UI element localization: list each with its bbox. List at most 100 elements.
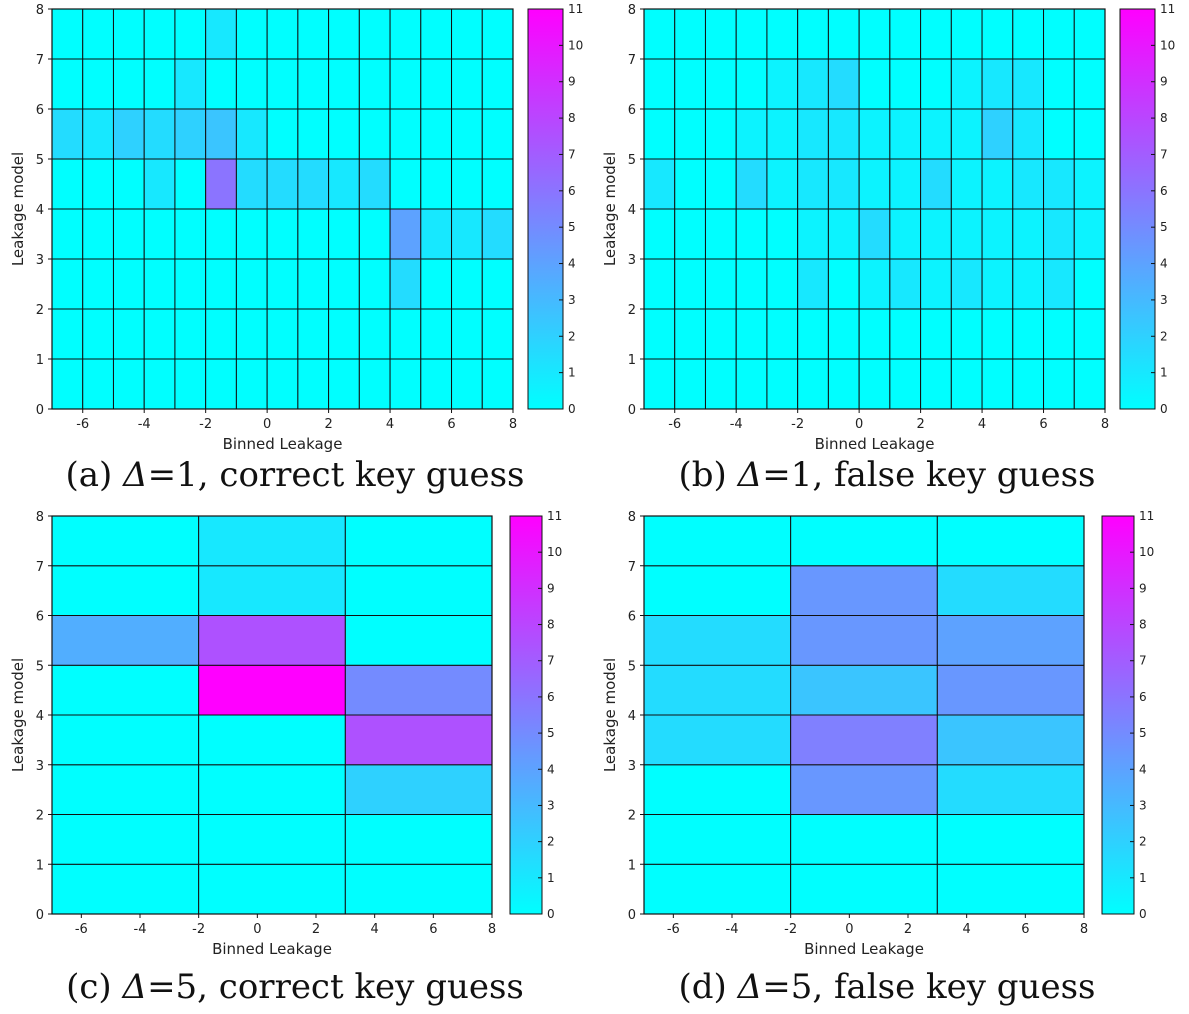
caption-c-prefix: (c) xyxy=(66,967,123,1007)
heatmap-a-cell xyxy=(112,8,145,60)
colorbar-tick-label: 4 xyxy=(1160,257,1168,271)
colorbar-tick-label: 2 xyxy=(568,329,576,343)
y-tick-label: 0 xyxy=(36,908,44,923)
caption-b-delta: Δ xyxy=(737,455,763,495)
colorbar-tick-label: 1 xyxy=(1160,366,1168,380)
heatmap-a-cell xyxy=(143,358,176,410)
heatmap-a-cell xyxy=(143,208,176,260)
heatmap-b-cell xyxy=(1073,258,1106,310)
colorbar-a xyxy=(527,8,564,410)
colorbar-tick-label: 11 xyxy=(547,509,562,523)
y-tick-label: 2 xyxy=(36,809,44,824)
x-axis-label: Binned Leakage xyxy=(223,435,343,453)
heatmap-a-cell xyxy=(143,108,176,160)
caption-b: (b) Δ=1, false key guess xyxy=(592,455,1182,495)
heatmap-a-cell xyxy=(266,258,299,310)
heatmap-b-cell xyxy=(981,108,1014,160)
heatmap-b-cell xyxy=(827,108,860,160)
x-tick-label: 6 xyxy=(1021,922,1029,937)
colorbar-tick-label: 1 xyxy=(568,366,576,380)
heatmap-b-cell xyxy=(858,158,891,210)
heatmap-b-cell xyxy=(1073,158,1106,210)
heatmap-b-cell xyxy=(889,108,922,160)
x-tick-label: 4 xyxy=(978,417,986,432)
y-tick-label: 0 xyxy=(36,403,44,418)
heatmap-a-cell xyxy=(112,158,145,210)
heatmap-a-cell xyxy=(174,208,207,260)
caption-b-rest: =1, false key guess xyxy=(762,455,1096,495)
heatmap-b-cell xyxy=(920,108,952,160)
colorbar-tick-label: 7 xyxy=(1139,654,1147,668)
heatmap-b-cell xyxy=(1073,8,1106,60)
heatmap-b-cell xyxy=(889,258,922,310)
colorbar-tick-label: 7 xyxy=(547,654,555,668)
heatmap-c-cell xyxy=(198,764,346,815)
y-tick-label: 5 xyxy=(36,153,44,168)
caption-d-delta: Δ xyxy=(737,967,763,1007)
colorbar-tick-label: 0 xyxy=(568,402,576,416)
heatmap-b-cell xyxy=(704,158,737,210)
heatmap-b-cell xyxy=(797,308,829,360)
heatmap-a-cell xyxy=(451,158,483,210)
heatmap-d-cell xyxy=(790,664,938,716)
x-tick-label: 2 xyxy=(312,922,320,937)
heatmap-a-cell xyxy=(266,8,299,60)
heatmap-a-cell xyxy=(51,308,84,360)
heatmap-c-cell xyxy=(344,565,493,616)
colorbar-tick-label: 5 xyxy=(568,220,576,234)
colorbar-tick-label: 11 xyxy=(568,2,583,16)
heatmap-a-cell xyxy=(420,358,453,410)
heatmap-a-cell xyxy=(328,358,360,410)
heatmap-a-cell xyxy=(358,8,391,60)
heatmap-b-cell xyxy=(827,308,860,360)
heatmap-b-cell xyxy=(950,8,983,60)
heatmap-a-cell xyxy=(82,158,114,210)
colorbar-tick-label: 10 xyxy=(547,545,562,559)
x-tick-label: 4 xyxy=(371,922,379,937)
x-tick-label: 8 xyxy=(488,922,496,937)
heatmap-b-cell xyxy=(735,8,768,60)
heatmap-a-cell xyxy=(451,358,483,410)
heatmap-a-cell xyxy=(82,8,114,60)
x-tick-label: 6 xyxy=(1039,417,1047,432)
heatmap-a-cell xyxy=(205,8,237,60)
heatmap-a-cell xyxy=(112,58,145,110)
colorbar-tick-label: 4 xyxy=(547,762,555,776)
y-tick-label: 8 xyxy=(36,510,44,525)
heatmap-c-cells xyxy=(51,515,493,915)
heatmap-b-cell xyxy=(766,108,799,160)
heatmap-d-cell xyxy=(790,714,938,766)
y-axis-label: Leakage model xyxy=(9,658,27,772)
heatmap-a-cell xyxy=(51,8,84,60)
heatmap-b-cell xyxy=(858,58,891,110)
heatmap-b-cell xyxy=(1073,308,1106,360)
heatmap-d-cell xyxy=(643,565,792,616)
heatmap-b-cell xyxy=(950,258,983,310)
heatmap-b-cell xyxy=(797,258,829,310)
heatmap-a-cell xyxy=(112,358,145,410)
heatmap-b-cell xyxy=(1012,8,1045,60)
y-axis-label: Leakage model xyxy=(601,658,619,772)
colorbar-tick-label: 9 xyxy=(1139,581,1147,595)
y-tick-label: 7 xyxy=(628,53,636,68)
heatmap-b-cell xyxy=(1043,208,1075,260)
heatmap-b-cell xyxy=(704,108,737,160)
heatmap-b-cell xyxy=(797,358,829,410)
heatmap-c-cell xyxy=(51,565,200,616)
x-axis-label: Binned Leakage xyxy=(804,940,924,958)
heatmap-b-cell xyxy=(674,358,706,410)
heatmap-a-cell xyxy=(481,158,514,210)
colorbar-tick-label: 0 xyxy=(547,907,555,921)
heatmap-b-cell xyxy=(735,358,768,410)
heatmap-b-cell xyxy=(981,8,1014,60)
colorbar-tick-label: 6 xyxy=(1160,184,1168,198)
heatmap-a-cell xyxy=(297,258,330,310)
heatmap-a-cell xyxy=(82,108,114,160)
heatmap-c-cell xyxy=(51,814,200,865)
x-tick-label: -4 xyxy=(726,922,739,937)
heatmap-b-cell xyxy=(981,308,1014,360)
y-tick-label: 3 xyxy=(628,759,636,774)
y-tick-label: 6 xyxy=(36,103,44,118)
heatmap-a-cell xyxy=(297,58,330,110)
heatmap-a-cell xyxy=(420,108,453,160)
